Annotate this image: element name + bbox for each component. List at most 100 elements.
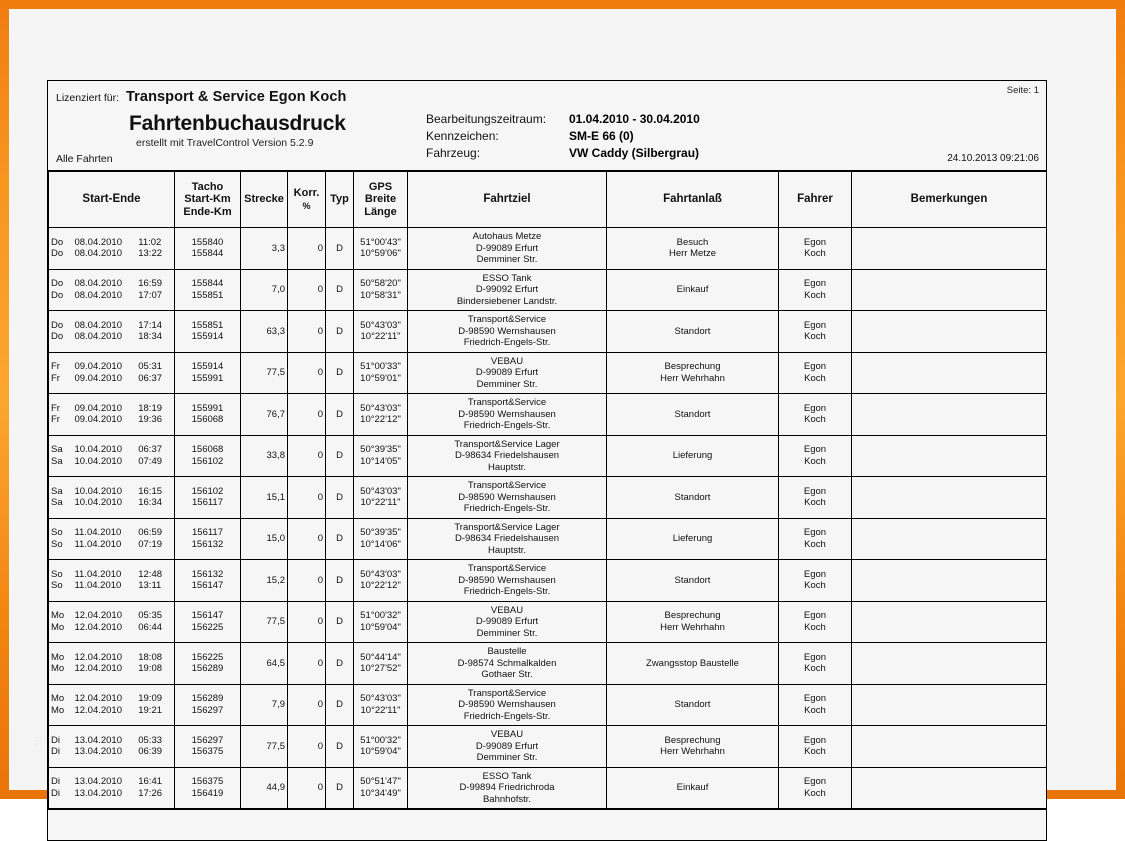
gps-breite: 50°43'03" xyxy=(360,693,401,705)
table-row[interactable]: So 11.04.2010 06:59 So 11.04.2010 07:19 … xyxy=(48,517,1047,560)
table-row[interactable]: Mo 12.04.2010 19:09 Mo 12.04.2010 19:21 … xyxy=(48,683,1047,726)
table-row[interactable]: Mo 12.04.2010 05:35 Mo 12.04.2010 06:44 … xyxy=(48,600,1047,643)
cell-strecke: 15,2 xyxy=(240,559,288,602)
cell-bemerkungen xyxy=(851,310,1047,353)
trips-table-header-row: Start-Ende Tacho Start-Km Ende-Km Streck… xyxy=(48,171,1047,228)
anlass-line1: Einkauf xyxy=(676,782,709,793)
col-header-typ: Typ xyxy=(325,171,354,228)
end-time: 18:34 xyxy=(138,331,163,343)
cell-typ: D xyxy=(325,434,354,477)
start-time: 16:15 xyxy=(138,485,163,497)
end-line: Sa 10.04.2010 16:34 xyxy=(51,497,172,509)
gps-laenge: 10°22'11" xyxy=(360,704,401,716)
meta-row-plate: Kennzeichen: SM-E 66 (0) xyxy=(426,128,700,145)
fahrer-first: Egon xyxy=(803,236,827,248)
tacho-start: 156147 xyxy=(191,610,224,622)
table-row[interactable]: Do 08.04.2010 11:02 Do 08.04.2010 13:22 … xyxy=(48,227,1047,270)
end-time: 06:37 xyxy=(138,372,163,384)
trips-table: Start-Ende Tacho Start-Km Ende-Km Streck… xyxy=(48,171,1047,809)
col-header-tacho-line2: Start-Km xyxy=(184,193,231,206)
tacho-start: 156297 xyxy=(191,734,224,746)
cell-tacho: 156289 156297 xyxy=(174,683,241,726)
fahrer-first: Egon xyxy=(803,776,827,788)
anlass-line2: Herr Metze xyxy=(669,248,716,260)
cell-korr: 0 xyxy=(287,683,326,726)
ziel-city: D-98634 Friedelshausen xyxy=(454,450,560,461)
ziel-city: D-99089 Erfurt xyxy=(475,242,539,254)
cell-tacho: 155844 155851 xyxy=(174,268,241,311)
cell-bemerkungen xyxy=(851,766,1047,809)
col-header-start-ende: Start-Ende xyxy=(48,171,175,228)
trips-table-head: Start-Ende Tacho Start-Km Ende-Km Streck… xyxy=(48,171,1047,228)
start-dow: Sa xyxy=(51,444,63,456)
cell-strecke: 44,9 xyxy=(240,766,288,809)
cell-start-ende: Do 08.04.2010 16:59 Do 08.04.2010 17:07 xyxy=(48,268,175,311)
cell-typ: D xyxy=(325,642,354,685)
table-row[interactable]: Di 13.04.2010 16:41 Di 13.04.2010 17:26 … xyxy=(48,766,1047,809)
cell-fahrer: Egon Koch xyxy=(778,600,852,643)
cell-fahrtziel: Autohaus Metze D-99089 Erfurt Demminer S… xyxy=(407,227,607,270)
anlass-line1: Standort xyxy=(674,491,711,503)
start-time: 16:41 xyxy=(138,776,163,788)
end-date: 13.04.2010 xyxy=(74,746,122,758)
ziel-name: VEBAU xyxy=(490,729,524,740)
tacho-end: 156147 xyxy=(191,580,224,592)
cell-start-ende: Fr 09.04.2010 05:31 Fr 09.04.2010 06:37 xyxy=(48,351,175,394)
cell-tacho: 155914 155991 xyxy=(174,351,241,394)
ziel-city: D-98634 Friedelshausen xyxy=(454,533,560,544)
cell-start-ende: Do 08.04.2010 17:14 Do 08.04.2010 18:34 xyxy=(48,310,175,353)
gps-breite: 51°00'33" xyxy=(360,361,401,373)
cell-start-ende: Di 13.04.2010 05:33 Di 13.04.2010 06:39 xyxy=(48,725,175,768)
cell-fahrer: Egon Koch xyxy=(778,559,852,602)
anlass-line1: Besprechung xyxy=(664,610,721,622)
table-row[interactable]: Do 08.04.2010 16:59 Do 08.04.2010 17:07 … xyxy=(48,268,1047,311)
cell-start-ende: Sa 10.04.2010 06:37 Sa 10.04.2010 07:49 xyxy=(48,434,175,477)
anlass-line2: Herr Wehrhahn xyxy=(660,746,725,758)
table-row[interactable]: So 11.04.2010 12:48 So 11.04.2010 13:11 … xyxy=(48,559,1047,602)
cell-korr: 0 xyxy=(287,642,326,685)
gps-laenge: 10°59'06" xyxy=(360,248,401,260)
ziel-name: ESSO Tank xyxy=(482,272,532,284)
cell-gps: 51°00'32" 10°59'04" xyxy=(353,600,408,643)
table-row[interactable]: Sa 10.04.2010 16:15 Sa 10.04.2010 16:34 … xyxy=(48,476,1047,519)
end-dow: Di xyxy=(51,787,60,799)
ziel-name: Autohaus Metze xyxy=(472,231,542,242)
cell-start-ende: Di 13.04.2010 16:41 Di 13.04.2010 17:26 xyxy=(48,766,175,809)
tacho-end: 155991 xyxy=(191,372,224,384)
table-row[interactable]: Fr 09.04.2010 18:19 Fr 09.04.2010 19:36 … xyxy=(48,393,1047,436)
tacho-end: 156117 xyxy=(192,497,223,509)
gps-breite: 50°43'03" xyxy=(360,568,401,580)
meta-value-plate: SM-E 66 (0) xyxy=(569,129,634,143)
ziel-street: Gothaer Str. xyxy=(481,669,533,680)
end-time: 19:36 xyxy=(138,414,163,426)
table-row[interactable]: Di 13.04.2010 05:33 Di 13.04.2010 06:39 … xyxy=(48,725,1047,768)
gps-breite: 50°43'03" xyxy=(360,485,401,497)
gps-laenge: 10°14'05" xyxy=(360,455,401,467)
start-date: 13.04.2010 xyxy=(74,734,122,746)
end-line: Mo 12.04.2010 19:21 xyxy=(51,705,172,717)
cell-start-ende: Do 08.04.2010 11:02 Do 08.04.2010 13:22 xyxy=(48,227,175,270)
end-dow: Do xyxy=(51,289,64,301)
cell-bemerkungen xyxy=(851,434,1047,477)
table-row[interactable]: Mo 12.04.2010 18:08 Mo 12.04.2010 19:08 … xyxy=(48,642,1047,685)
fahrer-first: Egon xyxy=(803,734,827,746)
cell-typ: D xyxy=(325,600,354,643)
anlass-line1: Zwangsstop Baustelle xyxy=(646,657,739,669)
start-time: 05:35 xyxy=(138,610,163,622)
cell-fahrtanlass: Standort xyxy=(606,683,779,726)
anlass-line1: Standort xyxy=(674,574,711,586)
end-line: So 11.04.2010 07:19 xyxy=(51,539,172,551)
cell-korr: 0 xyxy=(287,517,326,560)
end-time: 19:08 xyxy=(138,663,163,675)
table-row[interactable]: Fr 09.04.2010 05:31 Fr 09.04.2010 06:37 … xyxy=(48,351,1047,394)
table-row[interactable]: Do 08.04.2010 17:14 Do 08.04.2010 18:34 … xyxy=(48,310,1047,353)
fahrer-last: Koch xyxy=(804,787,826,799)
table-row[interactable]: Sa 10.04.2010 06:37 Sa 10.04.2010 07:49 … xyxy=(48,434,1047,477)
end-line: Di 13.04.2010 06:39 xyxy=(51,746,172,758)
fahrer-first: Egon xyxy=(803,278,827,290)
cell-start-ende: Fr 09.04.2010 18:19 Fr 09.04.2010 19:36 xyxy=(48,393,175,436)
cell-typ: D xyxy=(325,351,354,394)
cell-bemerkungen xyxy=(851,227,1047,270)
end-date: 12.04.2010 xyxy=(74,704,122,716)
col-header-gps-line3: Länge xyxy=(364,205,397,218)
